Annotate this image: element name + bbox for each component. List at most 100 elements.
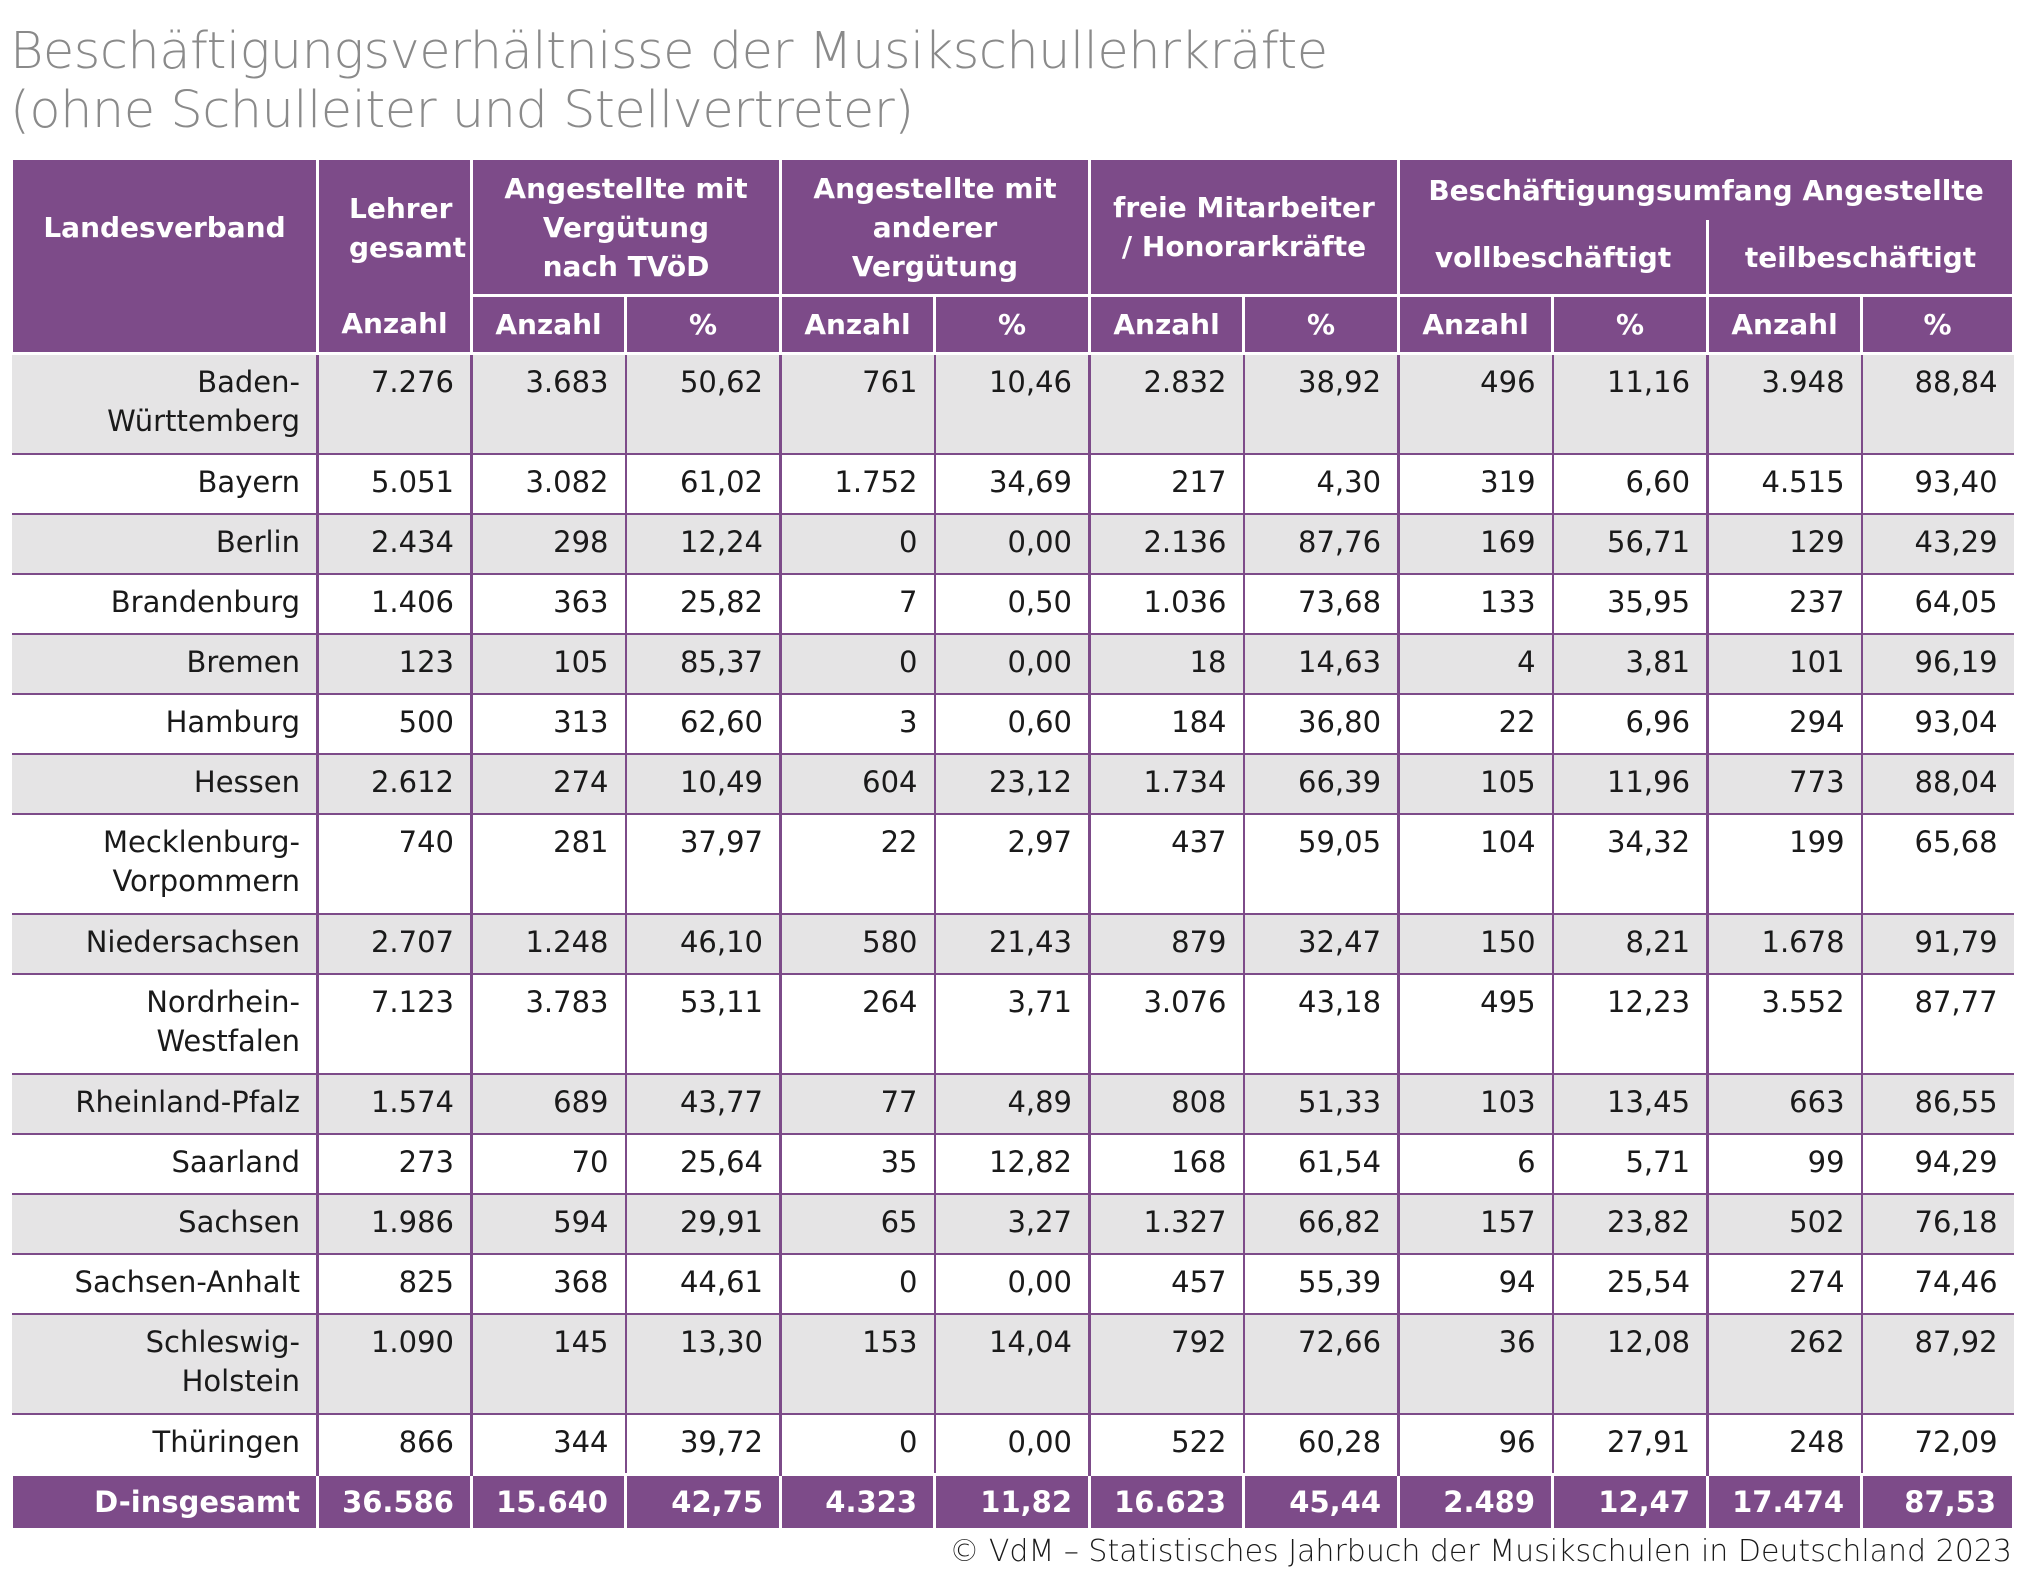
landesverband-cell: Thüringen [11, 1413, 319, 1476]
table-row: Nordrhein- Westfalen 7.123 3.783 53,11 264 3,7… [11, 973, 2014, 1075]
total-cell: 12,47 [1551, 1473, 1710, 1531]
header-anzahl: Anzahl [1706, 294, 1864, 355]
header-prozent: % [932, 294, 1092, 355]
header-anzahl: Anzahl [1397, 294, 1555, 355]
table-cell: 199 [1706, 813, 1863, 915]
total-row: D-insgesamt 36.586 15.640 42,75 4.323 11… [10, 1473, 2016, 1531]
total-cell: 36.586 [316, 1473, 473, 1531]
table-cell: 23,12 [933, 753, 1092, 815]
table-cell: 46,10 [624, 913, 782, 975]
table-row: Bayern 5.051 3.082 61,02 1.752 34,69 217 4,30 31… [11, 453, 2014, 515]
table-cell: 91,79 [1860, 913, 2014, 975]
total-cell: 87,53 [1860, 1473, 2016, 1531]
table-cell: 150 [1397, 913, 1554, 975]
landesverband-name-continued: Württemberg [107, 404, 300, 438]
header-tvoed: Angestellte mit Vergütung nach TVöD [470, 157, 782, 296]
table-cell: 88,84 [1860, 352, 2014, 455]
table-cell: 3.948 [1706, 352, 1863, 455]
table-row: Hamburg 500 313 62,60 3 0,60 184 36,80 22 6,96 294… [11, 693, 2014, 755]
landesverband-name: Sachsen [178, 1205, 300, 1239]
table-cell: 1.752 [779, 453, 936, 515]
table-cell: 59,05 [1242, 813, 1401, 915]
table-cell: 32,47 [1242, 913, 1401, 975]
table-cell: 25,54 [1551, 1253, 1710, 1315]
table-cell: 72,66 [1242, 1313, 1401, 1415]
table-cell: 281 [470, 813, 627, 915]
table-cell: 76,18 [1860, 1193, 2014, 1255]
table-cell: 72,09 [1860, 1413, 2014, 1476]
header-anzahl: Anzahl [470, 294, 627, 355]
table-cell: 740 [316, 813, 473, 915]
table-cell: 10,46 [933, 352, 1092, 455]
table-cell: 133 [1397, 573, 1554, 635]
table-cell: 0,00 [933, 1253, 1092, 1315]
header-prozent: % [1551, 294, 1710, 355]
table-cell: 22 [1397, 693, 1554, 755]
table-cell: 87,77 [1860, 973, 2014, 1075]
table-cell: 73,68 [1242, 573, 1401, 635]
landesverband-name: Schleswig- [145, 1325, 300, 1359]
table-cell: 34,32 [1551, 813, 1710, 915]
table-cell: 1.986 [316, 1193, 473, 1255]
table-cell: 3.082 [470, 453, 627, 515]
header-anzahl: Anzahl [316, 295, 473, 355]
landesverband-cell: Hessen [11, 753, 319, 815]
landesverband-cell: Saarland [11, 1133, 319, 1195]
table-cell: 99 [1706, 1133, 1863, 1195]
table-cell: 3.552 [1706, 973, 1863, 1075]
table-cell: 66,39 [1242, 753, 1401, 815]
landesverband-cell: Hamburg [11, 693, 319, 755]
total-cell: 15.640 [470, 1473, 627, 1531]
table-cell: 6,60 [1551, 453, 1710, 515]
landesverband-cell: Niedersachsen [11, 913, 319, 975]
table-row: Brandenburg 1.406 363 25,82 7 0,50 1.036 73,68 1… [11, 573, 2014, 635]
header-spacer [10, 295, 319, 355]
landesverband-name-continued: Holstein [181, 1364, 300, 1398]
landesverband-cell: Baden- Württemberg [11, 352, 319, 455]
table-cell: 604 [779, 753, 936, 815]
table-cell: 0 [779, 1413, 936, 1476]
landesverband-name-continued: Westfalen [156, 1024, 300, 1058]
data-table: Landesverband Lehrer gesamt Angestellte … [10, 157, 2016, 1531]
table-cell: 368 [470, 1253, 627, 1315]
table-cell: 93,40 [1860, 453, 2014, 515]
table-cell: 5,71 [1551, 1133, 1710, 1195]
header-prozent: % [1242, 294, 1401, 355]
table-cell: 3 [779, 693, 936, 755]
table-cell: 3,71 [933, 973, 1092, 1075]
landesverband-cell: Mecklenburg- Vorpommern [11, 813, 319, 915]
table-cell: 87,76 [1242, 513, 1401, 575]
table-row: Mecklenburg- Vorpommern 740 281 37,97 22 2,97 4… [11, 813, 2014, 915]
table-cell: 157 [1397, 1193, 1554, 1255]
table-cell: 103 [1397, 1073, 1554, 1135]
table-cell: 5.051 [316, 453, 473, 515]
table-cell: 105 [1397, 753, 1554, 815]
table-cell: 168 [1088, 1133, 1245, 1195]
table-cell: 12,24 [624, 513, 782, 575]
table-cell: 61,54 [1242, 1133, 1401, 1195]
table-cell: 62,60 [624, 693, 782, 755]
table-cell: 104 [1397, 813, 1554, 915]
table-cell: 2.434 [316, 513, 473, 575]
table-cell: 66,82 [1242, 1193, 1401, 1255]
table-cell: 36 [1397, 1313, 1554, 1415]
table-cell: 12,23 [1551, 973, 1710, 1075]
header-andere-verguetung: Angestellte mit anderer Vergütung [778, 157, 1092, 296]
table-cell: 1.036 [1088, 573, 1245, 635]
landesverband-name: Bayern [197, 465, 300, 499]
table-cell: 792 [1088, 1313, 1245, 1415]
table-cell: 21,43 [933, 913, 1092, 975]
table-cell: 319 [1397, 453, 1554, 515]
table-cell: 37,97 [624, 813, 782, 915]
landesverband-name: Hessen [193, 765, 300, 799]
table-cell: 522 [1088, 1413, 1245, 1476]
landesverband-cell: Berlin [11, 513, 319, 575]
table-cell: 14,63 [1242, 633, 1401, 695]
table-cell: 248 [1706, 1413, 1863, 1476]
table-cell: 27,91 [1551, 1413, 1710, 1476]
table-cell: 3,81 [1551, 633, 1710, 695]
table-cell: 43,29 [1860, 513, 2014, 575]
table-cell: 313 [470, 693, 627, 755]
table-cell: 43,18 [1242, 973, 1401, 1075]
landesverband-cell: Sachsen [11, 1193, 319, 1255]
